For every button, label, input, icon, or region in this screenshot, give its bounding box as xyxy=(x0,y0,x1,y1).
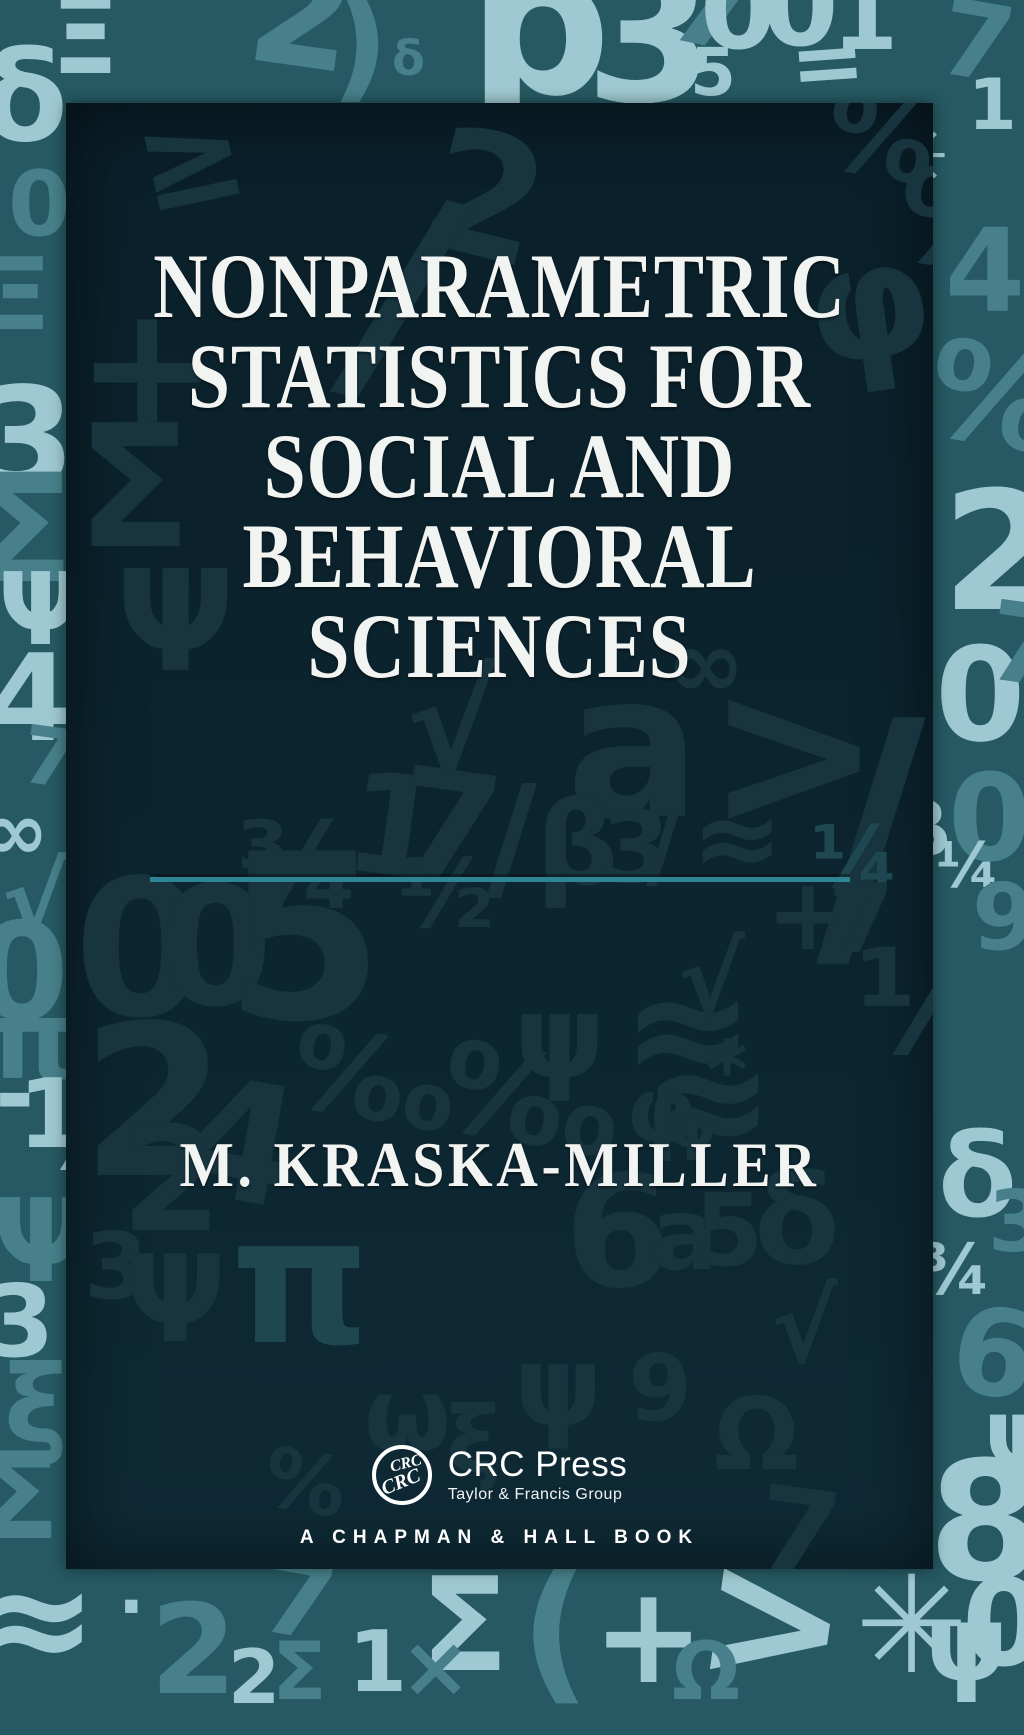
math-symbol: Σ xyxy=(420,1549,509,1701)
title-line-4: BEHAVIORAL xyxy=(242,505,757,607)
math-symbol: - xyxy=(0,1048,34,1143)
math-symbol: 7 xyxy=(828,865,895,975)
math-symbol: ∞ xyxy=(0,785,49,878)
publisher-group: Taylor & Francis Group xyxy=(447,1486,623,1503)
math-symbol: = xyxy=(786,7,869,118)
math-symbol: π xyxy=(0,976,76,1104)
math-symbol: / xyxy=(816,658,926,1007)
math-symbol: 1 xyxy=(968,64,1017,146)
math-symbol: ¾ xyxy=(236,798,361,937)
math-symbol: √ xyxy=(2,843,69,960)
math-symbol: 0 xyxy=(948,750,1024,889)
math-symbol: ψ xyxy=(514,971,606,1105)
math-symbol: Σ xyxy=(272,1625,327,1718)
publisher-text: CRC Press Taylor & Francis Group xyxy=(448,1446,628,1504)
math-symbol: 3 xyxy=(601,789,671,906)
math-symbol: ≈ xyxy=(621,934,756,1121)
math-symbol: 0 xyxy=(762,0,839,71)
publisher-block: CRC CRC CRC Press Taylor & Francis Group… xyxy=(66,1445,933,1549)
publisher-logo-row: CRC CRC CRC Press Taylor & Francis Group xyxy=(371,1445,628,1505)
cover-panel: ≥2 +% ‰ φ / Σ Ψ ∞ a > / √ 1 7/β 3/≈ ¾ ¼ +7 0 0 5 ½ 2 4 ‰ ‰ ≈ ≈ ψ √ φ * φ… xyxy=(66,103,933,1569)
math-symbol: 0 xyxy=(962,1555,1024,1694)
publisher-name: CRC Press xyxy=(447,1445,628,1484)
math-symbol: 3 xyxy=(84,1213,149,1320)
math-symbol: β xyxy=(536,778,619,912)
math-symbol: δ xyxy=(0,25,68,170)
publisher-imprint: A CHAPMAN & HALL BOOK xyxy=(299,1527,700,1548)
math-symbol: 2 xyxy=(942,456,1024,648)
crc-logo-text-bottom: CRC xyxy=(377,1464,424,1500)
math-symbol: δ xyxy=(392,31,425,87)
math-symbol: ¼ xyxy=(935,829,1000,902)
math-symbol: Ψ xyxy=(124,1231,226,1370)
math-symbol: 0 xyxy=(74,839,207,1060)
math-symbol: ✳ xyxy=(855,1547,969,1704)
math-symbol: 8 xyxy=(928,1426,1024,1618)
math-symbol: 9 xyxy=(628,1335,693,1442)
math-symbol: Σ xyxy=(0,1428,60,1567)
math-symbol: 5 xyxy=(690,34,736,111)
title-divider-rule xyxy=(149,877,850,882)
math-symbol: 7 xyxy=(930,0,1024,109)
math-symbol: ) xyxy=(330,0,390,116)
title-line-5: SCIENCES xyxy=(307,595,692,697)
math-symbol: ψ xyxy=(984,1380,1024,1487)
math-symbol: 1 xyxy=(348,1613,408,1712)
math-symbol: · xyxy=(118,1566,145,1648)
math-symbol: 1 xyxy=(832,0,899,72)
math-symbol: 0 xyxy=(158,851,273,1043)
author-name: M. KRASKA-MILLER xyxy=(179,1129,820,1200)
math-symbol: 7 xyxy=(979,576,1024,714)
math-symbol: ½ xyxy=(396,840,495,950)
title-line-1: NONPARAMETRIC xyxy=(153,235,846,337)
math-symbol: ξ xyxy=(4,1343,68,1468)
math-symbol: 2 xyxy=(238,0,366,109)
crc-logo-icon: CRC CRC xyxy=(371,1445,432,1505)
title-line-2: STATISTICS FOR xyxy=(188,325,811,427)
math-symbol: 9 xyxy=(972,864,1024,971)
math-symbol: √ xyxy=(678,922,745,1039)
math-symbol: * xyxy=(706,1024,748,1117)
math-symbol: 0 xyxy=(0,894,69,1051)
math-symbol: 0 xyxy=(935,619,1024,771)
math-symbol: 7 xyxy=(652,0,781,89)
math-symbol: 4 xyxy=(0,630,72,769)
math-symbol: √ xyxy=(771,1269,838,1386)
math-symbol: 3 xyxy=(0,358,76,521)
math-symbol: 3 xyxy=(988,1173,1024,1272)
title-line-3: SOCIAL AND xyxy=(263,415,736,517)
book-title: NONPARAMETRIC STATISTICS FOR SOCIAL AND … xyxy=(66,235,933,697)
math-symbol: ψ xyxy=(514,1322,603,1452)
math-symbol: 0 xyxy=(8,152,71,257)
math-symbol: ( xyxy=(520,1539,591,1720)
math-symbol: Ξ xyxy=(50,0,120,99)
math-symbol: Ξ xyxy=(0,236,52,353)
math-symbol: Ω xyxy=(672,1625,741,1718)
math-symbol: π xyxy=(231,1181,370,1384)
math-symbol: 3 xyxy=(0,1263,55,1380)
math-symbol: 2 xyxy=(228,1633,281,1721)
math-symbol: δ xyxy=(938,1110,1018,1244)
math-symbol: × xyxy=(400,1618,472,1717)
math-symbol: + xyxy=(592,1557,706,1714)
math-symbol: ψ xyxy=(925,1583,1009,1705)
math-symbol: % xyxy=(915,308,1024,487)
math-symbol: Σ xyxy=(0,443,75,617)
math-symbol: 2 xyxy=(150,1578,237,1723)
math-symbol: 5 xyxy=(224,806,385,1073)
math-symbol: ½ xyxy=(856,919,933,1088)
math-symbol: ≥ xyxy=(121,103,260,244)
math-symbol: ¼ xyxy=(811,808,899,907)
math-symbol: 7 xyxy=(384,734,512,922)
math-symbol: 0 xyxy=(700,0,777,74)
math-symbol: 4 xyxy=(945,205,1024,339)
math-symbol: 6 xyxy=(942,1279,1024,1430)
math-symbol: / xyxy=(486,756,538,919)
math-symbol: % xyxy=(815,103,933,211)
